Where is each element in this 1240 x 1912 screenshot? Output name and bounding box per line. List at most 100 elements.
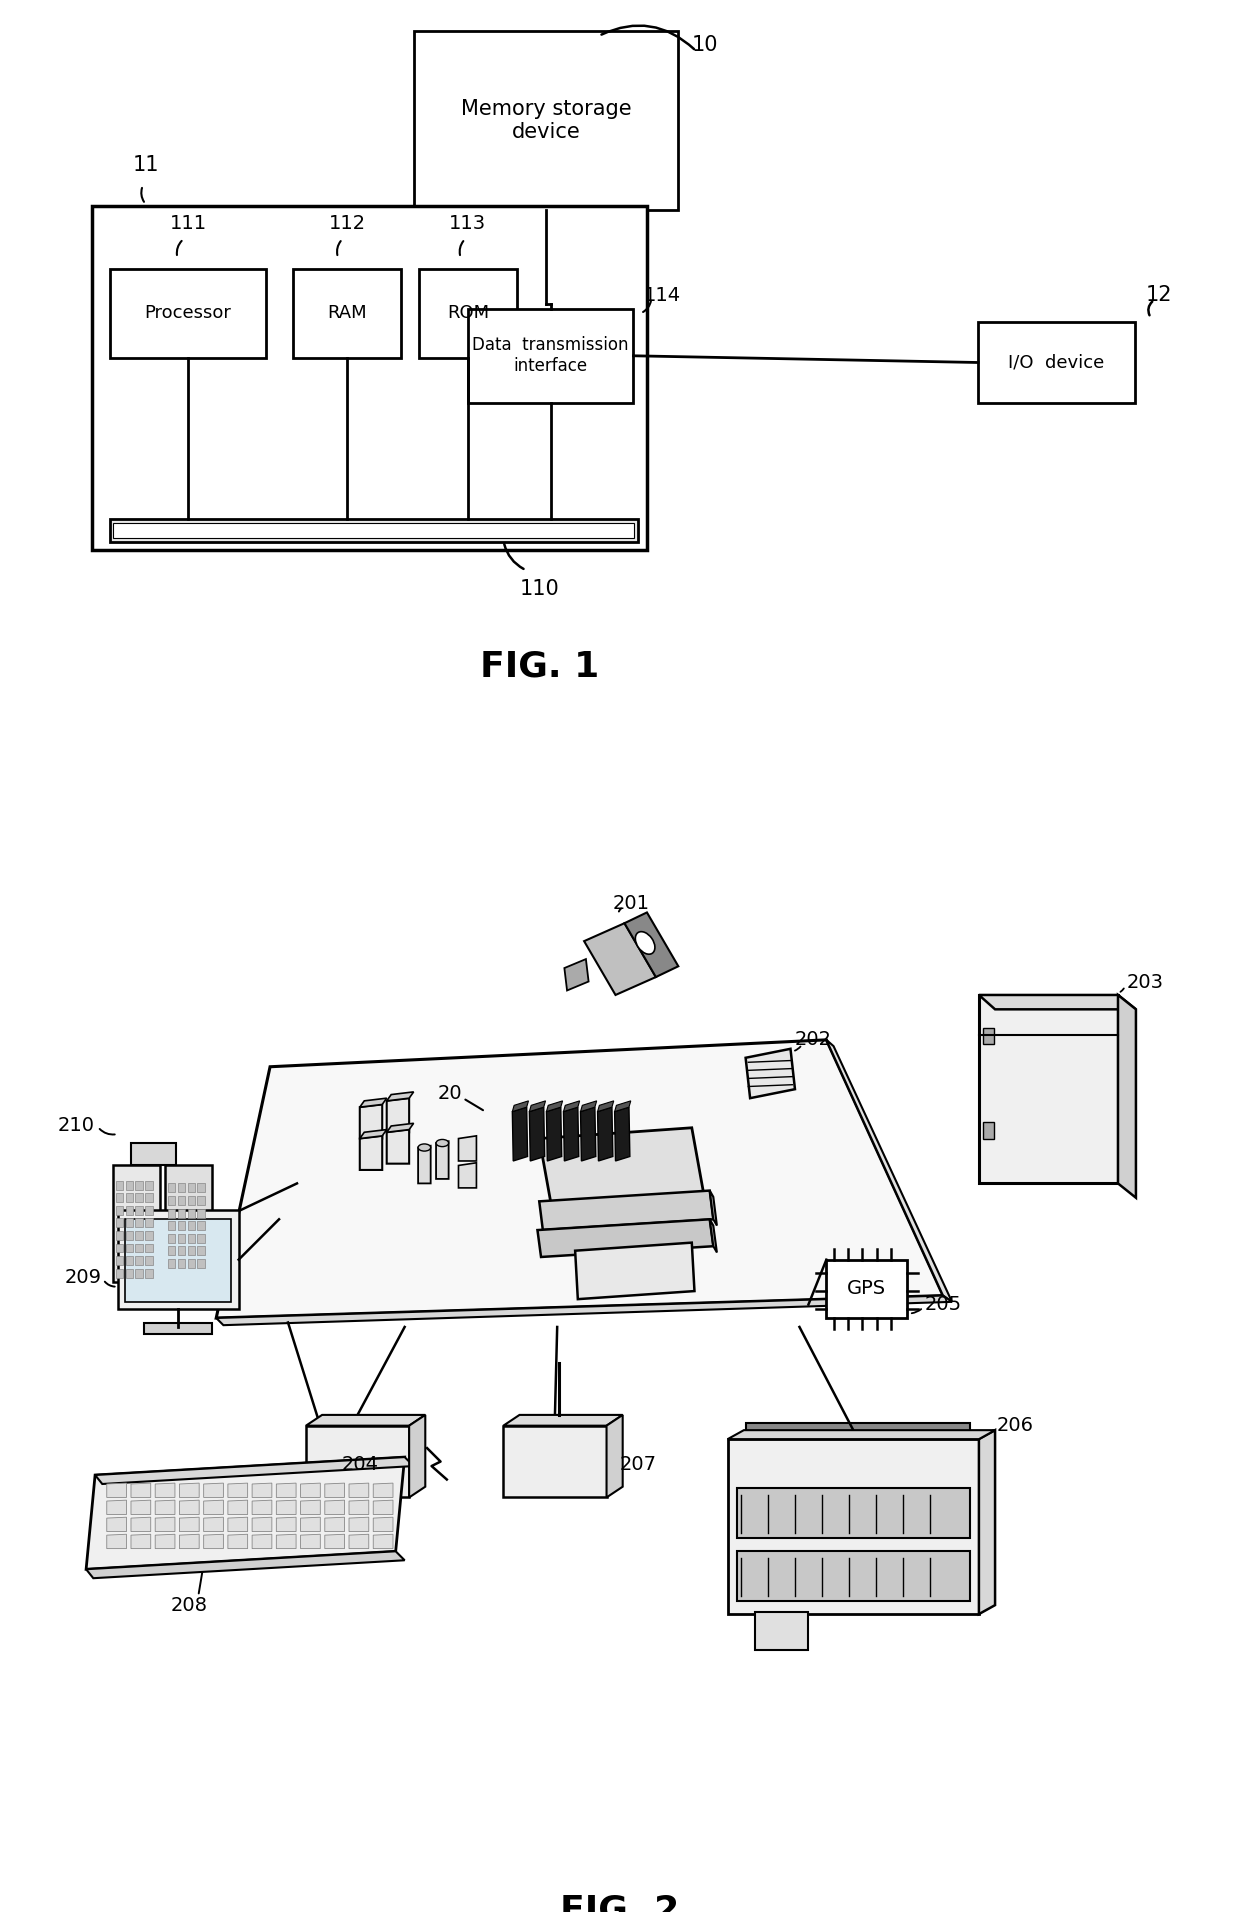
Bar	[737, 1551, 970, 1600]
Bar	[414, 31, 678, 210]
Text: I/O  device: I/O device	[1008, 354, 1105, 371]
Bar	[145, 1193, 153, 1203]
Bar	[167, 1184, 175, 1193]
Ellipse shape	[436, 1140, 449, 1147]
Polygon shape	[348, 1533, 368, 1549]
Bar	[135, 1231, 143, 1241]
Polygon shape	[228, 1484, 248, 1497]
Text: 206: 206	[997, 1417, 1034, 1436]
Bar	[145, 1231, 153, 1241]
Polygon shape	[277, 1484, 296, 1497]
Bar	[118, 1210, 238, 1310]
Polygon shape	[459, 1162, 476, 1187]
Bar	[92, 206, 647, 551]
Polygon shape	[580, 1101, 596, 1111]
Polygon shape	[625, 912, 678, 977]
Text: 208: 208	[171, 1597, 208, 1614]
Polygon shape	[436, 1141, 449, 1180]
Bar	[978, 323, 1135, 403]
Bar	[306, 1426, 409, 1497]
Bar	[145, 1256, 153, 1266]
Polygon shape	[180, 1484, 200, 1497]
Bar	[177, 1208, 185, 1218]
Bar	[187, 1247, 195, 1254]
Polygon shape	[252, 1501, 272, 1514]
Polygon shape	[978, 994, 1136, 1010]
Polygon shape	[418, 1145, 430, 1184]
Polygon shape	[826, 1040, 952, 1302]
Bar	[115, 1193, 123, 1203]
Polygon shape	[387, 1130, 409, 1164]
Polygon shape	[180, 1518, 200, 1532]
Polygon shape	[547, 1107, 562, 1161]
Text: 203: 203	[1127, 973, 1164, 992]
Bar	[115, 1182, 123, 1189]
Polygon shape	[373, 1501, 393, 1514]
Bar	[145, 1206, 153, 1214]
Text: 114: 114	[644, 287, 681, 304]
Polygon shape	[373, 1533, 393, 1549]
Bar	[125, 1270, 133, 1277]
Polygon shape	[512, 1101, 528, 1111]
Polygon shape	[745, 1050, 795, 1097]
Polygon shape	[306, 1415, 425, 1426]
Bar	[145, 1182, 153, 1189]
Polygon shape	[252, 1518, 272, 1532]
Bar	[419, 268, 517, 358]
Bar	[110, 268, 267, 358]
Polygon shape	[598, 1107, 613, 1161]
Bar	[167, 1208, 175, 1218]
Polygon shape	[107, 1484, 126, 1497]
Bar	[187, 1208, 195, 1218]
Polygon shape	[325, 1533, 345, 1549]
Polygon shape	[539, 1128, 703, 1203]
Polygon shape	[131, 1501, 151, 1514]
Bar	[294, 268, 401, 358]
Bar	[197, 1247, 205, 1254]
Bar	[135, 1270, 143, 1277]
Bar	[135, 1182, 143, 1189]
Bar	[135, 1206, 143, 1214]
Polygon shape	[107, 1518, 126, 1532]
Polygon shape	[107, 1533, 126, 1549]
Text: 11: 11	[133, 155, 159, 174]
Polygon shape	[228, 1501, 248, 1514]
Polygon shape	[203, 1533, 223, 1549]
Polygon shape	[503, 1415, 622, 1426]
Polygon shape	[86, 1457, 404, 1570]
Polygon shape	[155, 1533, 175, 1549]
Bar	[745, 1423, 970, 1440]
Polygon shape	[300, 1484, 320, 1497]
Text: 113: 113	[449, 214, 486, 233]
Bar	[125, 1218, 133, 1228]
Bar	[115, 1243, 123, 1252]
Bar	[144, 1323, 212, 1335]
Bar	[115, 1231, 123, 1241]
Bar	[187, 1233, 195, 1243]
Bar	[197, 1184, 205, 1193]
Polygon shape	[107, 1501, 126, 1514]
Polygon shape	[228, 1518, 248, 1532]
Text: 20: 20	[438, 1084, 461, 1103]
Bar	[197, 1222, 205, 1229]
Polygon shape	[95, 1457, 414, 1484]
Bar	[165, 1166, 212, 1275]
Polygon shape	[155, 1518, 175, 1532]
Bar	[135, 1243, 143, 1252]
Text: FIG. 1: FIG. 1	[480, 650, 599, 684]
Ellipse shape	[418, 1143, 430, 1151]
Text: Processor: Processor	[145, 304, 232, 323]
Polygon shape	[709, 1220, 717, 1252]
Polygon shape	[252, 1533, 272, 1549]
Polygon shape	[529, 1107, 544, 1161]
Bar	[145, 1243, 153, 1252]
Polygon shape	[563, 1107, 579, 1161]
Bar	[187, 1197, 195, 1205]
Polygon shape	[459, 1136, 476, 1161]
Polygon shape	[180, 1533, 200, 1549]
Bar	[197, 1197, 205, 1205]
Text: 204: 204	[341, 1455, 378, 1474]
Text: FIG. 2: FIG. 2	[560, 1893, 680, 1912]
Polygon shape	[348, 1484, 368, 1497]
Bar	[167, 1233, 175, 1243]
